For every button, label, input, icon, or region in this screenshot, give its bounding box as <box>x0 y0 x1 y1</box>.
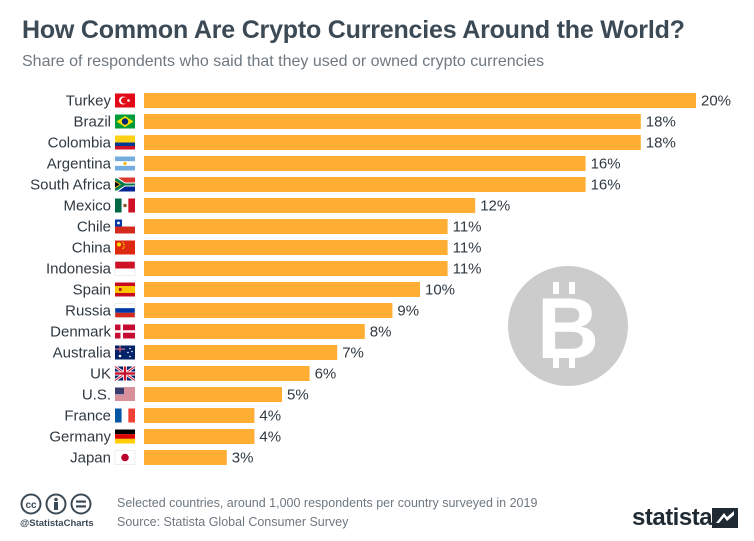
category-label: Chile <box>77 219 111 236</box>
category-label: China <box>72 240 112 257</box>
bar-value-label: 4% <box>259 408 281 425</box>
chile-flag-icon <box>115 219 135 234</box>
bar-value-label: 9% <box>397 303 419 320</box>
bars-layer: 20% Turkey 18% Brazil 18% Colombia 16% Argentin… <box>30 93 731 467</box>
category-label: Argentina <box>47 156 112 173</box>
bar-value-label: 16% <box>591 156 621 173</box>
category-label: U.S. <box>82 387 111 404</box>
russia-flag-icon <box>114 303 136 318</box>
bar <box>144 345 338 360</box>
germany-flag-icon <box>115 429 135 444</box>
statista-logo-mark <box>712 508 738 528</box>
bar-value-label: 10% <box>425 282 455 299</box>
creative-commons-icon: cc <box>20 493 42 515</box>
us-flag-icon <box>115 387 135 402</box>
bar <box>144 177 586 192</box>
category-label: Japan <box>70 450 111 467</box>
france-flag-icon <box>115 408 135 423</box>
brazil-flag-icon <box>115 114 135 129</box>
bar <box>144 198 476 213</box>
japan-flag-icon <box>114 450 136 465</box>
category-label: Russia <box>65 303 112 320</box>
category-label: Turkey <box>66 93 112 110</box>
chart-title: How Common Are Crypto Currencies Around … <box>22 16 685 44</box>
argentina-flag-icon <box>115 156 135 171</box>
australia-flag-icon <box>115 345 135 360</box>
category-label: Brazil <box>73 114 111 131</box>
bar <box>144 114 641 129</box>
indonesia-flag-icon <box>114 261 136 276</box>
category-label: Germany <box>49 429 111 446</box>
category-label: South Africa <box>30 177 112 194</box>
bar <box>144 366 310 381</box>
no-derivatives-icon <box>70 493 92 515</box>
bar <box>144 261 448 276</box>
bar <box>144 219 448 234</box>
bar <box>144 324 365 339</box>
bitcoin-icon: B <box>508 266 628 386</box>
bar <box>144 450 227 465</box>
category-label: France <box>64 408 111 425</box>
bar-value-label: 11% <box>453 219 482 236</box>
chart-subtitle: Share of respondents who said that they … <box>22 53 545 70</box>
bar-value-label: 16% <box>591 177 621 194</box>
bar <box>144 93 696 108</box>
footer-source: Source: Statista Global Consumer Survey <box>117 515 349 529</box>
denmark-flag-icon <box>115 324 135 339</box>
bar-value-label: 4% <box>259 429 281 446</box>
uk-flag-icon <box>114 365 136 382</box>
bar-value-label: 11% <box>453 261 482 278</box>
license-icons: cc <box>20 493 92 515</box>
bar-value-label: 20% <box>701 93 731 110</box>
bar <box>144 408 255 423</box>
spain-flag-icon <box>115 282 135 297</box>
footer-note: Selected countries, around 1,000 respond… <box>117 496 538 510</box>
social-handle: @StatistaCharts <box>20 518 94 529</box>
bar-value-label: 18% <box>646 135 676 152</box>
category-label: Denmark <box>50 324 111 341</box>
category-label: Spain <box>73 282 111 299</box>
bar <box>144 135 641 150</box>
category-label: Australia <box>53 345 112 362</box>
bar <box>144 303 393 318</box>
bar-value-label: 11% <box>453 240 482 257</box>
colombia-flag-icon <box>115 135 135 150</box>
bar-value-label: 8% <box>370 324 392 341</box>
bar <box>144 240 448 255</box>
bar-value-label: 12% <box>480 198 510 215</box>
bar-value-label: 7% <box>342 345 364 362</box>
bar-value-label: 5% <box>287 387 309 404</box>
bar <box>144 387 282 402</box>
mexico-flag-icon <box>115 198 135 213</box>
bar-value-label: 6% <box>315 366 337 383</box>
bar-value-label: 3% <box>232 450 254 467</box>
bar-value-label: 18% <box>646 114 676 131</box>
bar <box>144 429 255 444</box>
statista-logo: statista <box>632 504 713 531</box>
svg-text:B: B <box>537 281 599 377</box>
svg-text:cc: cc <box>25 500 37 511</box>
china-flag-icon <box>115 240 135 255</box>
category-label: Indonesia <box>46 261 112 278</box>
bar <box>144 156 586 171</box>
category-label: UK <box>90 366 111 383</box>
south-africa-flag-icon <box>115 177 135 192</box>
bar <box>144 282 420 297</box>
category-label: Colombia <box>48 135 112 152</box>
turkey-flag-icon <box>115 93 135 108</box>
attribution-icon <box>45 493 67 515</box>
category-label: Mexico <box>63 198 111 215</box>
